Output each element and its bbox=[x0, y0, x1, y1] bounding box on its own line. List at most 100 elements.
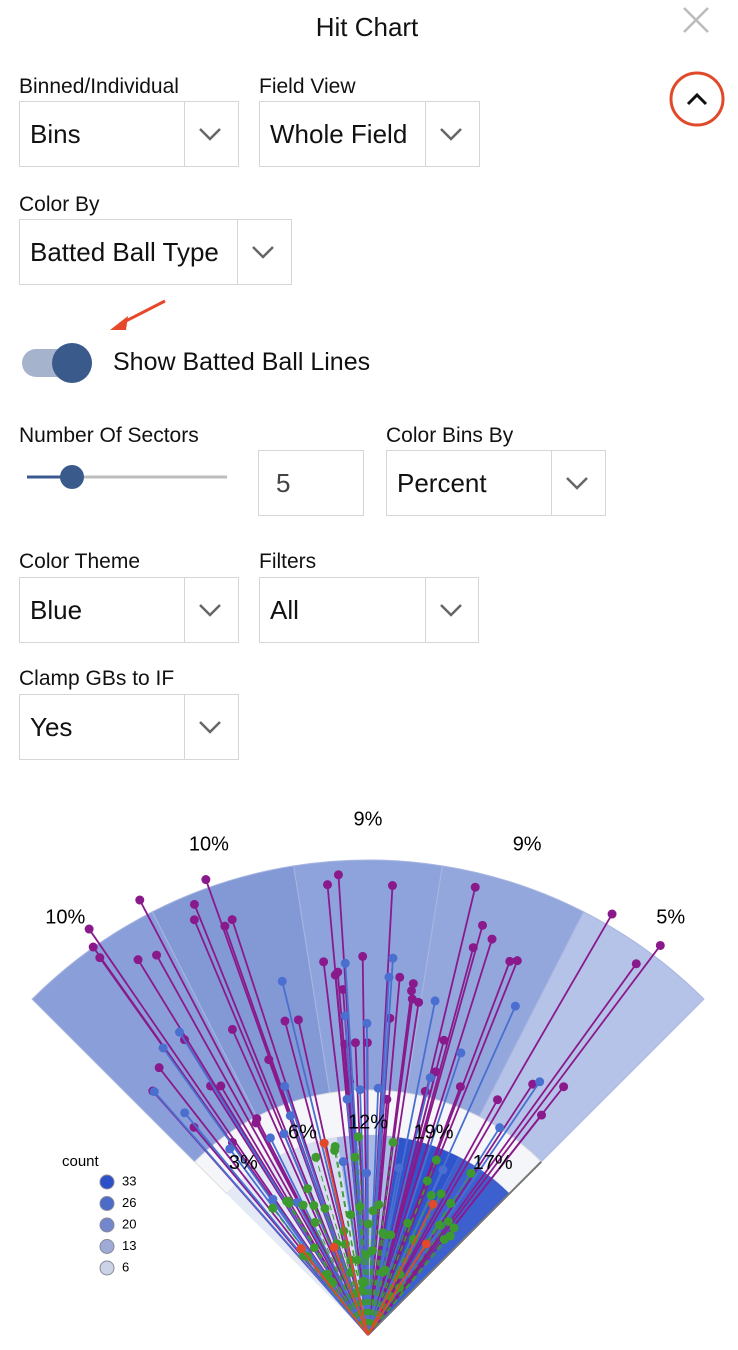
batted-ball-dot bbox=[368, 1206, 378, 1216]
batted-ball-dot bbox=[414, 997, 424, 1007]
legend-swatch bbox=[99, 1217, 115, 1233]
dropdown[interactable]: Whole Field bbox=[259, 101, 480, 167]
batted-ball-dot bbox=[180, 1108, 190, 1118]
legend-swatch bbox=[99, 1260, 115, 1276]
batted-ball-dot bbox=[379, 1230, 389, 1240]
batted-ball-line bbox=[367, 1210, 374, 1336]
batted-ball-dot bbox=[421, 1239, 431, 1249]
batted-ball-line bbox=[367, 1002, 420, 1336]
dropdown[interactable]: All bbox=[259, 577, 479, 643]
batted-ball-line bbox=[367, 913, 613, 1336]
label: Number Of Sectors bbox=[19, 424, 199, 447]
batted-ball-line bbox=[283, 1133, 369, 1336]
batted-ball-dot bbox=[430, 996, 440, 1006]
batted-ball-dot bbox=[340, 958, 350, 968]
sector-label: 5% bbox=[656, 907, 685, 929]
dropdown-value: Bins bbox=[30, 119, 81, 149]
sector-label: 12% bbox=[348, 1111, 388, 1133]
close-button[interactable] bbox=[682, 6, 710, 34]
label: Color Bins By bbox=[386, 424, 514, 447]
batted-ball-line bbox=[367, 944, 662, 1336]
label: Clamp GBs to IF bbox=[19, 667, 175, 690]
batted-ball-dot bbox=[227, 915, 237, 925]
batted-ball-dot bbox=[189, 899, 199, 909]
batted-ball-dot bbox=[470, 882, 480, 892]
batted-ball-dot bbox=[362, 1018, 372, 1028]
batted-ball-dot bbox=[386, 1230, 396, 1240]
batted-ball-line bbox=[367, 1227, 455, 1336]
dropdown[interactable]: Batted Ball Type bbox=[19, 219, 292, 285]
legend-swatch bbox=[99, 1239, 115, 1254]
batted-ball-dot bbox=[319, 957, 329, 967]
batted-ball-dot bbox=[330, 1145, 340, 1155]
batted-ball-dot bbox=[446, 1198, 456, 1208]
batted-ball-dot bbox=[559, 1082, 569, 1092]
batted-ball-dot bbox=[350, 1152, 360, 1162]
batted-ball-dot bbox=[655, 940, 665, 950]
input-value: 5 bbox=[276, 468, 291, 498]
batted-ball-dot bbox=[449, 1223, 459, 1233]
dropdown-value: Percent bbox=[397, 468, 487, 498]
batted-ball-dot bbox=[296, 1244, 306, 1254]
dropdown[interactable]: Percent bbox=[386, 450, 606, 516]
arrow bbox=[110, 299, 166, 330]
batted-ball-dot bbox=[320, 1203, 330, 1213]
legend-label: 6 bbox=[122, 1259, 129, 1274]
dropdown[interactable]: Yes bbox=[19, 694, 239, 760]
batted-ball-dot bbox=[466, 1168, 476, 1178]
batted-ball-dot bbox=[285, 1111, 295, 1121]
dropdown-value: Whole Field bbox=[270, 119, 408, 149]
batted-ball-dot bbox=[350, 1038, 360, 1048]
batted-ball-line bbox=[367, 1295, 391, 1336]
batted-ball-dot bbox=[189, 1122, 199, 1132]
batted-ball-line bbox=[231, 1029, 369, 1336]
batted-ball-dot bbox=[84, 924, 94, 934]
batted-ball-dot bbox=[333, 870, 343, 880]
batted-ball-dot bbox=[408, 979, 418, 989]
batted-ball-line bbox=[367, 1232, 384, 1336]
batted-ball-line bbox=[153, 1091, 369, 1336]
batted-ball-dot bbox=[431, 1155, 441, 1165]
batted-ball-dot bbox=[388, 1137, 398, 1147]
batted-ball-dot bbox=[340, 1011, 350, 1021]
batted-ball-dot bbox=[225, 1144, 235, 1154]
batted-ball-line bbox=[367, 1142, 394, 1336]
batted-ball-line bbox=[367, 1159, 437, 1336]
batted-ball-dot bbox=[374, 1200, 384, 1210]
batted-ball-dot bbox=[395, 972, 405, 982]
batted-ball-line bbox=[367, 1234, 385, 1336]
batted-ball-line bbox=[367, 1221, 449, 1336]
batted-ball-dot bbox=[380, 1265, 390, 1275]
legend-label: 26 bbox=[122, 1195, 136, 1210]
batted-ball-line bbox=[367, 1243, 428, 1336]
batted-ball-dot bbox=[363, 1219, 373, 1229]
batted-ball-dot bbox=[311, 1152, 321, 1162]
batted-ball-line bbox=[367, 1204, 380, 1336]
dropdown[interactable]: Bins bbox=[19, 101, 239, 167]
batted-ball-line bbox=[367, 1270, 386, 1336]
batted-ball-dot bbox=[387, 881, 397, 891]
sector-label: 10% bbox=[189, 833, 229, 855]
batted-ball-line bbox=[323, 1142, 369, 1336]
batted-ball-dot bbox=[505, 956, 515, 966]
label: Binned/Individual bbox=[19, 75, 179, 98]
batted-ball-dot bbox=[189, 915, 199, 925]
toggle[interactable] bbox=[19, 340, 99, 386]
number-input[interactable]: 5 bbox=[258, 450, 364, 516]
batted-ball-dot bbox=[309, 1200, 319, 1210]
collapse-button[interactable] bbox=[668, 70, 726, 128]
batted-ball-line bbox=[365, 1254, 369, 1336]
batted-ball-line bbox=[367, 963, 638, 1336]
batted-ball-dot bbox=[133, 955, 143, 965]
batted-ball-dot bbox=[353, 1132, 363, 1142]
batted-ball-line bbox=[357, 1136, 369, 1336]
batted-ball-line bbox=[367, 1239, 414, 1336]
sector-label: 6% bbox=[288, 1122, 317, 1144]
slider[interactable] bbox=[20, 462, 235, 494]
batted-ball-line bbox=[367, 1193, 442, 1336]
batted-ball-dot bbox=[422, 1176, 432, 1186]
batted-ball-dot bbox=[268, 1194, 278, 1204]
label: Color By bbox=[19, 193, 100, 216]
dropdown[interactable]: Blue bbox=[19, 577, 239, 643]
